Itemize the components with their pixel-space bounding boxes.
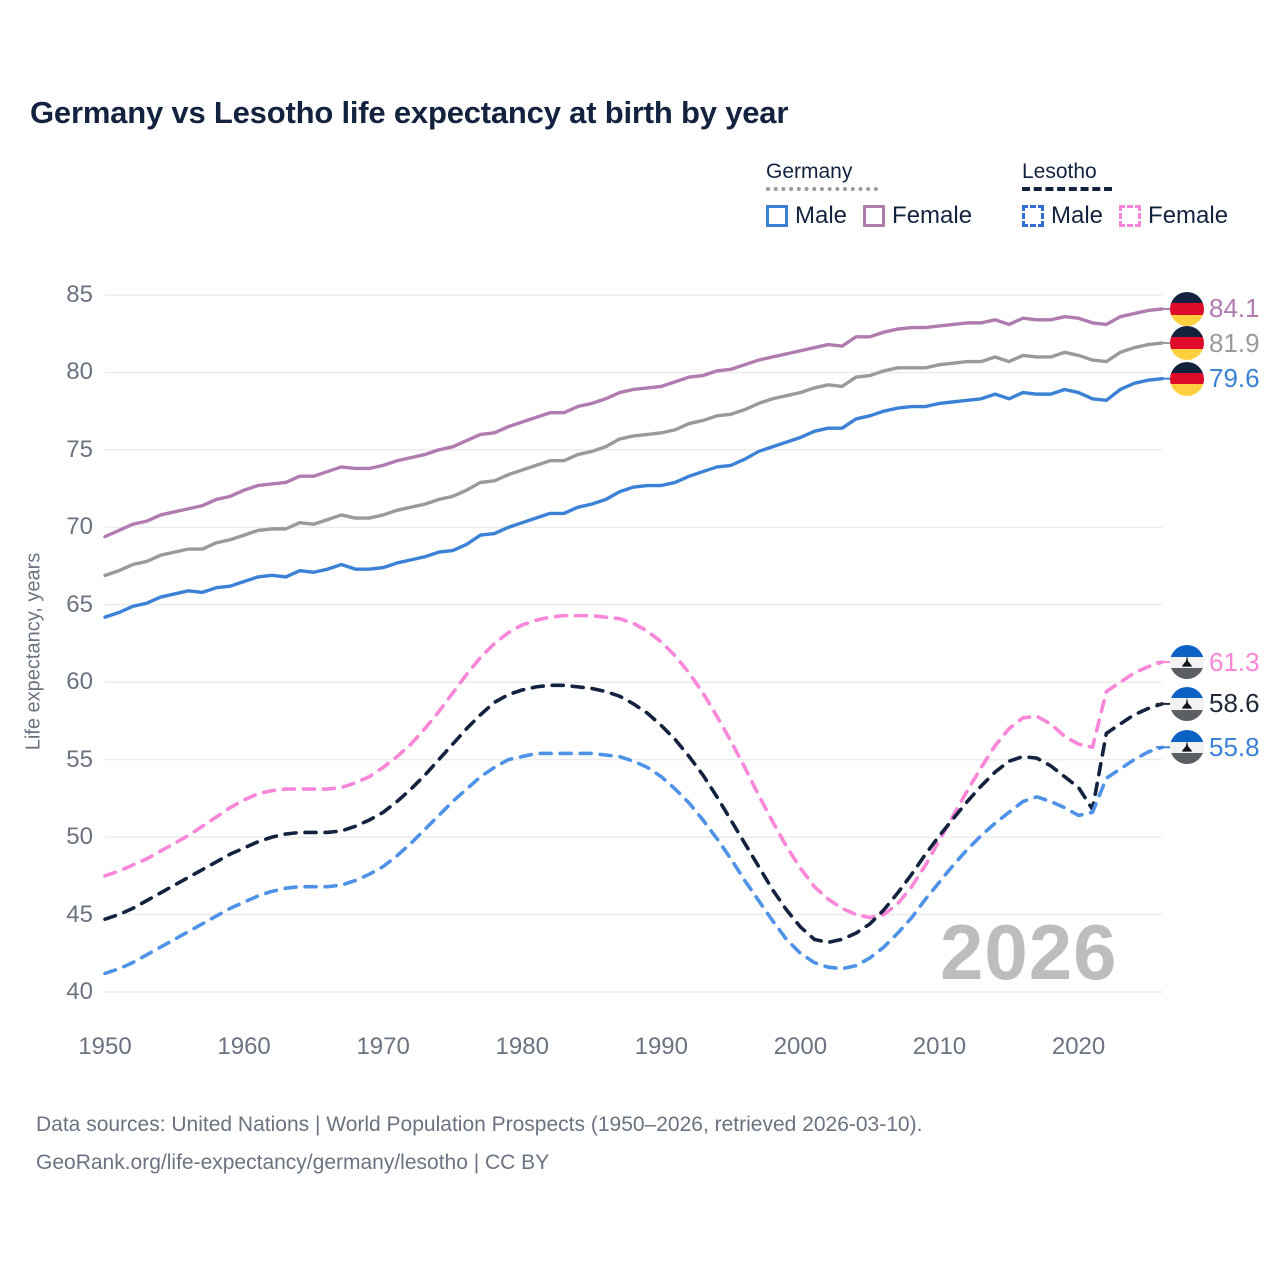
series-end-label: 58.6	[1170, 686, 1260, 721]
mokorotlo-hat-icon	[1181, 697, 1193, 709]
legend-swatch-germany-male	[766, 205, 788, 227]
y-axis-tick-label: 80	[66, 358, 93, 386]
y-axis-tick-label: 60	[66, 668, 93, 696]
x-axis-tick-label: 1950	[78, 1033, 132, 1060]
mokorotlo-hat-icon	[1181, 655, 1193, 667]
series-end-value: 84.1	[1209, 293, 1260, 324]
legend-group-lesotho: Lesotho Male Female	[1022, 160, 1228, 230]
x-axis-tick-label: 1970	[356, 1033, 410, 1060]
x-axis-tick-label: 1980	[495, 1033, 549, 1060]
chart-legend: Germany Male Female Lesotho Male	[760, 160, 1260, 244]
y-axis-tick-label: 65	[66, 590, 93, 618]
flag-band	[1170, 314, 1204, 326]
legend-swatch-germany-female	[863, 205, 886, 227]
gridlines	[105, 294, 1162, 993]
series-line	[103, 376, 1164, 619]
series-line	[103, 307, 1164, 539]
flag-band	[1170, 303, 1204, 315]
x-axis-tick-label: 1960	[217, 1033, 271, 1060]
legend-swatch-lesotho-male	[1022, 205, 1044, 227]
legend-item-lesotho-female[interactable]: Female	[1119, 202, 1228, 230]
series-line	[103, 745, 1164, 976]
series-end-value: 61.3	[1209, 646, 1260, 677]
legend-germany-rule	[766, 187, 878, 191]
series-end-label: 61.3	[1170, 645, 1260, 680]
legend-item-germany-female[interactable]: Female	[863, 202, 972, 230]
flag-band	[1170, 645, 1204, 657]
y-axis-tick-label: 75	[66, 435, 93, 463]
footer: Data sources: United Nations | World Pop…	[36, 1106, 922, 1182]
label-connectors	[1156, 307, 1170, 749]
flag-band	[1170, 372, 1204, 385]
page-title: Germany vs Lesotho life expectancy at bi…	[30, 95, 789, 130]
footer-data-sources: Data sources: United Nations | World Pop…	[36, 1113, 923, 1136]
series-line	[103, 613, 1164, 920]
legend-swatch-lesotho-female	[1119, 205, 1142, 227]
legend-item-germany-male[interactable]: Male	[766, 202, 847, 230]
series-end-label: 79.6	[1170, 361, 1260, 396]
flag-band	[1170, 361, 1204, 373]
lesotho-flag-icon	[1170, 730, 1204, 765]
series-end-label: 84.1	[1170, 291, 1260, 326]
legend-label-lesotho-male: Male	[1051, 202, 1104, 229]
flag-band	[1170, 326, 1204, 338]
legend-item-lesotho-male[interactable]: Male	[1022, 202, 1103, 230]
legend-group-lesotho-title: Lesotho	[1022, 160, 1097, 183]
germany-flag-icon	[1170, 326, 1204, 360]
series-end-value: 55.8	[1209, 731, 1260, 762]
flag-band	[1170, 291, 1204, 304]
germany-flag-icon	[1170, 291, 1204, 326]
flag-band	[1170, 753, 1204, 765]
series-end-value: 79.6	[1209, 363, 1260, 394]
flag-band	[1170, 667, 1204, 680]
series-line	[103, 683, 1164, 945]
series-line	[103, 341, 1164, 578]
mokorotlo-hat-icon	[1181, 740, 1193, 752]
x-axis-tick-label: 2020	[1051, 1033, 1106, 1060]
series-end-label: 55.8	[1170, 730, 1260, 765]
flag-band	[1170, 709, 1204, 721]
germany-flag-icon	[1170, 361, 1204, 396]
series-end-value: 81.9	[1209, 327, 1260, 358]
lesotho-flag-icon	[1170, 645, 1204, 680]
x-axis-tick-label: 2000	[773, 1033, 828, 1060]
legend-label-germany-male: Male	[795, 202, 848, 229]
y-axis-tick-label: 70	[66, 513, 93, 541]
y-axis-tick-label: 85	[66, 281, 93, 308]
y-axis-tick-label: 50	[66, 823, 93, 851]
watermark-year: 2026	[940, 908, 1118, 996]
series-end-label: 81.9	[1170, 326, 1260, 360]
flag-band	[1170, 348, 1204, 360]
series-end-value: 58.6	[1209, 688, 1260, 719]
legend-label-lesotho-female: Female	[1148, 202, 1229, 229]
y-axis-tick-label: 40	[66, 978, 93, 1005]
flag-band	[1170, 337, 1204, 349]
x-axis-tick-label: 2010	[912, 1033, 967, 1060]
legend-group-germany: Germany Male Female	[766, 160, 972, 230]
lesotho-flag-icon	[1170, 686, 1204, 721]
series-lines	[103, 307, 1164, 976]
legend-group-germany-title: Germany	[766, 160, 853, 183]
legend-lesotho-rule	[1022, 187, 1112, 191]
y-axis-title: Life expectancy, years	[22, 552, 45, 751]
flag-band	[1170, 730, 1204, 742]
legend-label-germany-female: Female	[892, 202, 973, 229]
y-axis-tick-label: 45	[66, 900, 93, 928]
y-axis-tick-label: 55	[66, 745, 93, 773]
flag-band	[1170, 384, 1204, 396]
flag-band	[1170, 686, 1204, 699]
footer-attribution: GeoRank.org/life-expectancy/germany/leso…	[36, 1151, 550, 1174]
x-axis-tick-label: 1990	[634, 1033, 688, 1060]
